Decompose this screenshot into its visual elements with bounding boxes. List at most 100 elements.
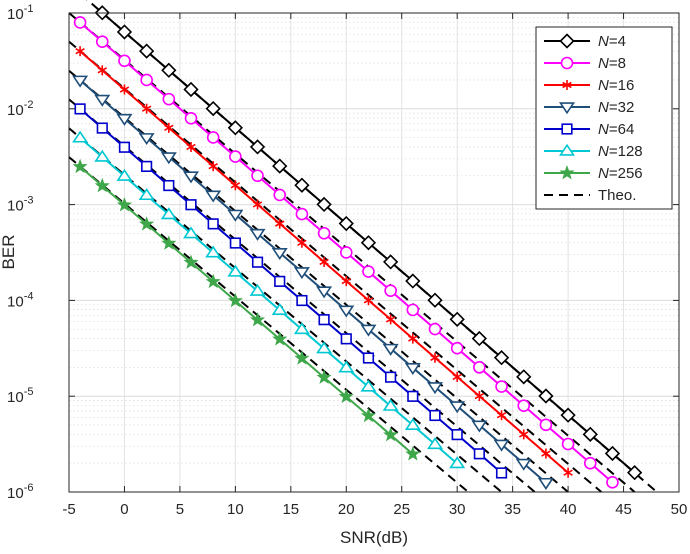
legend-label: N=32: [598, 99, 634, 116]
marker-triangle-up: [138, 188, 155, 201]
marker-asterisk: [119, 84, 130, 95]
marker-triangle-down: [271, 248, 288, 261]
marker-diamond: [183, 81, 199, 98]
marker-diamond: [249, 139, 266, 155]
marker-triangle-down: [227, 209, 244, 222]
marker-square: [141, 160, 153, 172]
marker-triangle-up: [382, 398, 399, 411]
series-line-n-256: [79, 165, 414, 455]
theory-line: [68, 40, 603, 493]
marker-circle: [406, 303, 420, 317]
marker-triangle-up: [427, 437, 443, 450]
x-tick-label: 40: [560, 501, 577, 518]
marker-circle: [95, 35, 109, 48]
marker-triangle-up: [338, 360, 355, 373]
marker-diamond: [559, 33, 575, 49]
marker-star: [183, 254, 199, 269]
x-tick-label: 30: [449, 501, 466, 518]
marker-diamond: [582, 426, 598, 442]
marker-triangle-down: [338, 305, 355, 318]
marker-diamond: [205, 100, 221, 117]
legend-box: [535, 26, 673, 210]
marker-square: [473, 448, 485, 460]
marker-circle: [495, 380, 508, 393]
legend-label: N=4: [598, 33, 626, 50]
marker-asterisk: [341, 276, 352, 287]
marker-diamond: [471, 330, 487, 347]
marker-triangle-up: [72, 130, 89, 143]
marker-star: [249, 312, 266, 327]
marker-star: [294, 350, 310, 365]
y-tick-label: 10-6: [7, 482, 33, 502]
marker-circle: [273, 188, 287, 202]
marker-star: [94, 177, 110, 193]
marker-star: [116, 197, 133, 212]
marker-square: [429, 409, 441, 422]
marker-square: [207, 218, 219, 230]
marker-triangle-down: [537, 477, 554, 490]
marker-asterisk: [408, 333, 418, 344]
y-tick-label: 10-5: [7, 386, 33, 406]
marker-triangle-down: [205, 190, 222, 203]
marker-triangle-down: [183, 171, 199, 184]
marker-circle: [384, 284, 397, 298]
marker-star: [338, 388, 354, 404]
marker-square: [185, 199, 197, 211]
marker-diamond: [538, 388, 554, 404]
marker-star: [383, 426, 399, 442]
legend-label: N=16: [598, 77, 634, 94]
marker-star: [360, 407, 377, 423]
marker-triangle-down: [559, 102, 575, 115]
theory-line: [68, 127, 503, 493]
legend-label: N=256: [598, 165, 643, 182]
marker-diamond: [360, 235, 377, 251]
marker-triangle-down: [471, 420, 488, 433]
series-line-n-32: [79, 79, 547, 484]
marker-square: [495, 467, 508, 479]
marker-asterisk: [363, 295, 374, 306]
marker-circle: [118, 54, 131, 68]
marker-star: [205, 273, 221, 289]
marker-diamond: [493, 350, 510, 366]
marker-star: [72, 158, 88, 174]
x-tick-label: -5: [62, 501, 75, 518]
marker-diamond: [272, 158, 288, 174]
marker-triangle-up: [316, 341, 333, 354]
legend-label: N=64: [598, 121, 634, 138]
marker-triangle-down: [316, 286, 333, 299]
marker-asterisk: [164, 122, 174, 133]
marker-triangle-up: [116, 168, 133, 181]
marker-triangle-down: [72, 75, 89, 88]
marker-star: [316, 369, 332, 384]
marker-asterisk: [319, 256, 329, 267]
legend: N=4 N=8 N=16 N=32 N=64 N=128 N=256 Theo.: [535, 26, 673, 210]
marker-asterisk: [75, 46, 85, 57]
marker-asterisk: [541, 448, 551, 459]
marker-square: [385, 371, 397, 383]
x-tick-label: 5: [176, 501, 184, 518]
marker-diamond: [383, 254, 399, 270]
x-tick-label: 45: [615, 501, 632, 518]
marker-asterisk: [518, 429, 529, 440]
series-markers: [72, 5, 643, 490]
marker-triangle-down: [404, 362, 421, 375]
marker-diamond: [516, 369, 532, 385]
marker-triangle-down: [449, 401, 466, 414]
marker-asterisk: [297, 237, 307, 248]
marker-star: [405, 446, 421, 461]
marker-triangle-up: [160, 207, 177, 220]
marker-star: [559, 165, 575, 180]
marker-square: [407, 390, 419, 402]
marker-asterisk: [474, 391, 485, 402]
marker-square: [118, 141, 131, 153]
marker-circle: [229, 150, 242, 163]
marker-asterisk: [252, 199, 263, 210]
marker-square: [96, 122, 108, 134]
marker-asterisk: [562, 80, 572, 90]
marker-triangle-up: [249, 283, 266, 296]
y-tick-label: 10-1: [7, 3, 33, 23]
marker-asterisk: [430, 352, 440, 363]
marker-diamond: [405, 273, 421, 289]
marker-asterisk: [230, 180, 241, 191]
